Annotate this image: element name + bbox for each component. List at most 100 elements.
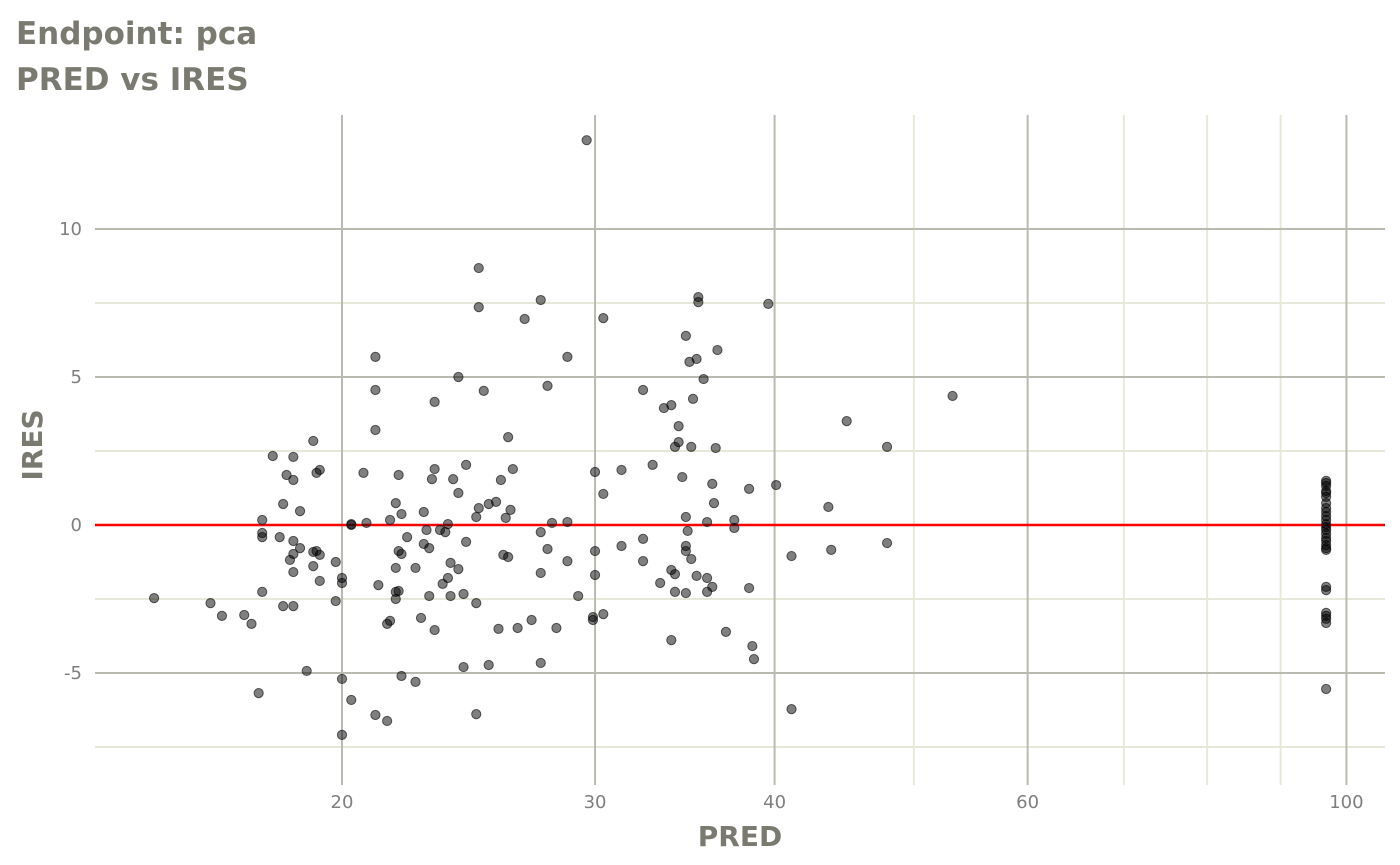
data-point (680, 587, 691, 599)
y-tick-label: 0 (71, 515, 82, 536)
data-point (274, 532, 285, 543)
data-point (682, 525, 693, 537)
data-point (301, 665, 312, 677)
data-point (330, 595, 341, 607)
data-point (786, 550, 797, 562)
data-point (669, 586, 681, 597)
data-point (747, 640, 758, 652)
data-point (841, 416, 852, 427)
data-point (673, 437, 684, 448)
data-point (429, 396, 440, 407)
data-point (246, 618, 257, 629)
x-tick-label: 60 (1016, 792, 1039, 813)
data-point (442, 519, 454, 530)
data-point (418, 506, 429, 518)
data-point (308, 561, 319, 572)
data-point (655, 577, 666, 589)
x-tick-label: 20 (331, 792, 354, 813)
data-point (1321, 683, 1332, 695)
data-point (495, 474, 507, 486)
data-point (346, 519, 357, 531)
data-point (701, 516, 713, 528)
data-point (581, 135, 592, 146)
data-point (288, 548, 299, 560)
data-point (288, 601, 299, 612)
data-point (429, 624, 440, 636)
data-point (947, 390, 958, 402)
data-point (587, 614, 599, 626)
y-tick-label: 5 (71, 367, 82, 388)
data-point (239, 609, 250, 621)
tick-labels: 20 30 40 60 100 -5 0 5 10 (59, 219, 1364, 813)
data-point (519, 313, 530, 325)
y-axis-title: IRES (16, 409, 49, 480)
data-point (473, 503, 484, 514)
data-point (490, 496, 502, 508)
data-point (503, 551, 514, 563)
x-axis-title: PRED (698, 820, 782, 853)
data-point (257, 532, 268, 543)
x-tick-label: 40 (763, 792, 786, 813)
data-point (294, 505, 306, 517)
data-point (384, 514, 396, 526)
data-point (336, 729, 348, 740)
data-point (308, 435, 319, 447)
data-point (426, 474, 438, 485)
data-point (598, 488, 609, 500)
data-point (445, 557, 456, 568)
data-point (542, 543, 553, 555)
data-point (458, 588, 469, 600)
data-point (396, 508, 407, 520)
data-point (687, 393, 699, 405)
data-point (390, 497, 401, 509)
data-point (503, 431, 514, 443)
data-point (823, 501, 834, 513)
data-point (666, 400, 677, 411)
data-point (402, 532, 413, 543)
data-point (473, 262, 484, 274)
chart-title: Endpoint: pca (16, 16, 257, 52)
data-point (1321, 617, 1332, 629)
data-point (267, 450, 278, 462)
data-point (748, 653, 760, 665)
data-point (478, 385, 489, 397)
data-point (216, 610, 228, 621)
data-point (546, 517, 558, 529)
data-point (421, 524, 432, 536)
data-point (691, 570, 702, 582)
data-point (771, 479, 782, 491)
data-point (881, 537, 893, 549)
data-point (616, 464, 627, 476)
data-point (698, 373, 709, 385)
data-point (707, 581, 718, 592)
x-tick-label: 100 (1329, 792, 1363, 813)
data-point (483, 659, 494, 671)
data-point (410, 562, 421, 574)
data-point (382, 715, 393, 727)
data-point (512, 622, 523, 634)
data-point (562, 516, 573, 528)
y-tick-label: 10 (59, 219, 82, 240)
data-point (314, 464, 325, 476)
data-point (396, 548, 407, 560)
data-point (148, 593, 160, 604)
data-point (453, 487, 464, 499)
data-point (763, 298, 774, 309)
data-point (330, 556, 341, 568)
points (148, 135, 1332, 740)
data-point (712, 344, 723, 356)
data-point (288, 451, 299, 463)
data-point (453, 371, 464, 383)
data-point (826, 544, 837, 555)
data-point (526, 614, 537, 626)
data-point (257, 514, 268, 526)
data-point (720, 626, 732, 637)
data-point (415, 612, 427, 624)
data-point (336, 673, 348, 685)
data-point (666, 635, 677, 646)
data-point (647, 459, 658, 471)
data-point (589, 545, 601, 557)
data-point (637, 556, 649, 567)
data-point (551, 622, 562, 634)
data-point (205, 598, 216, 609)
